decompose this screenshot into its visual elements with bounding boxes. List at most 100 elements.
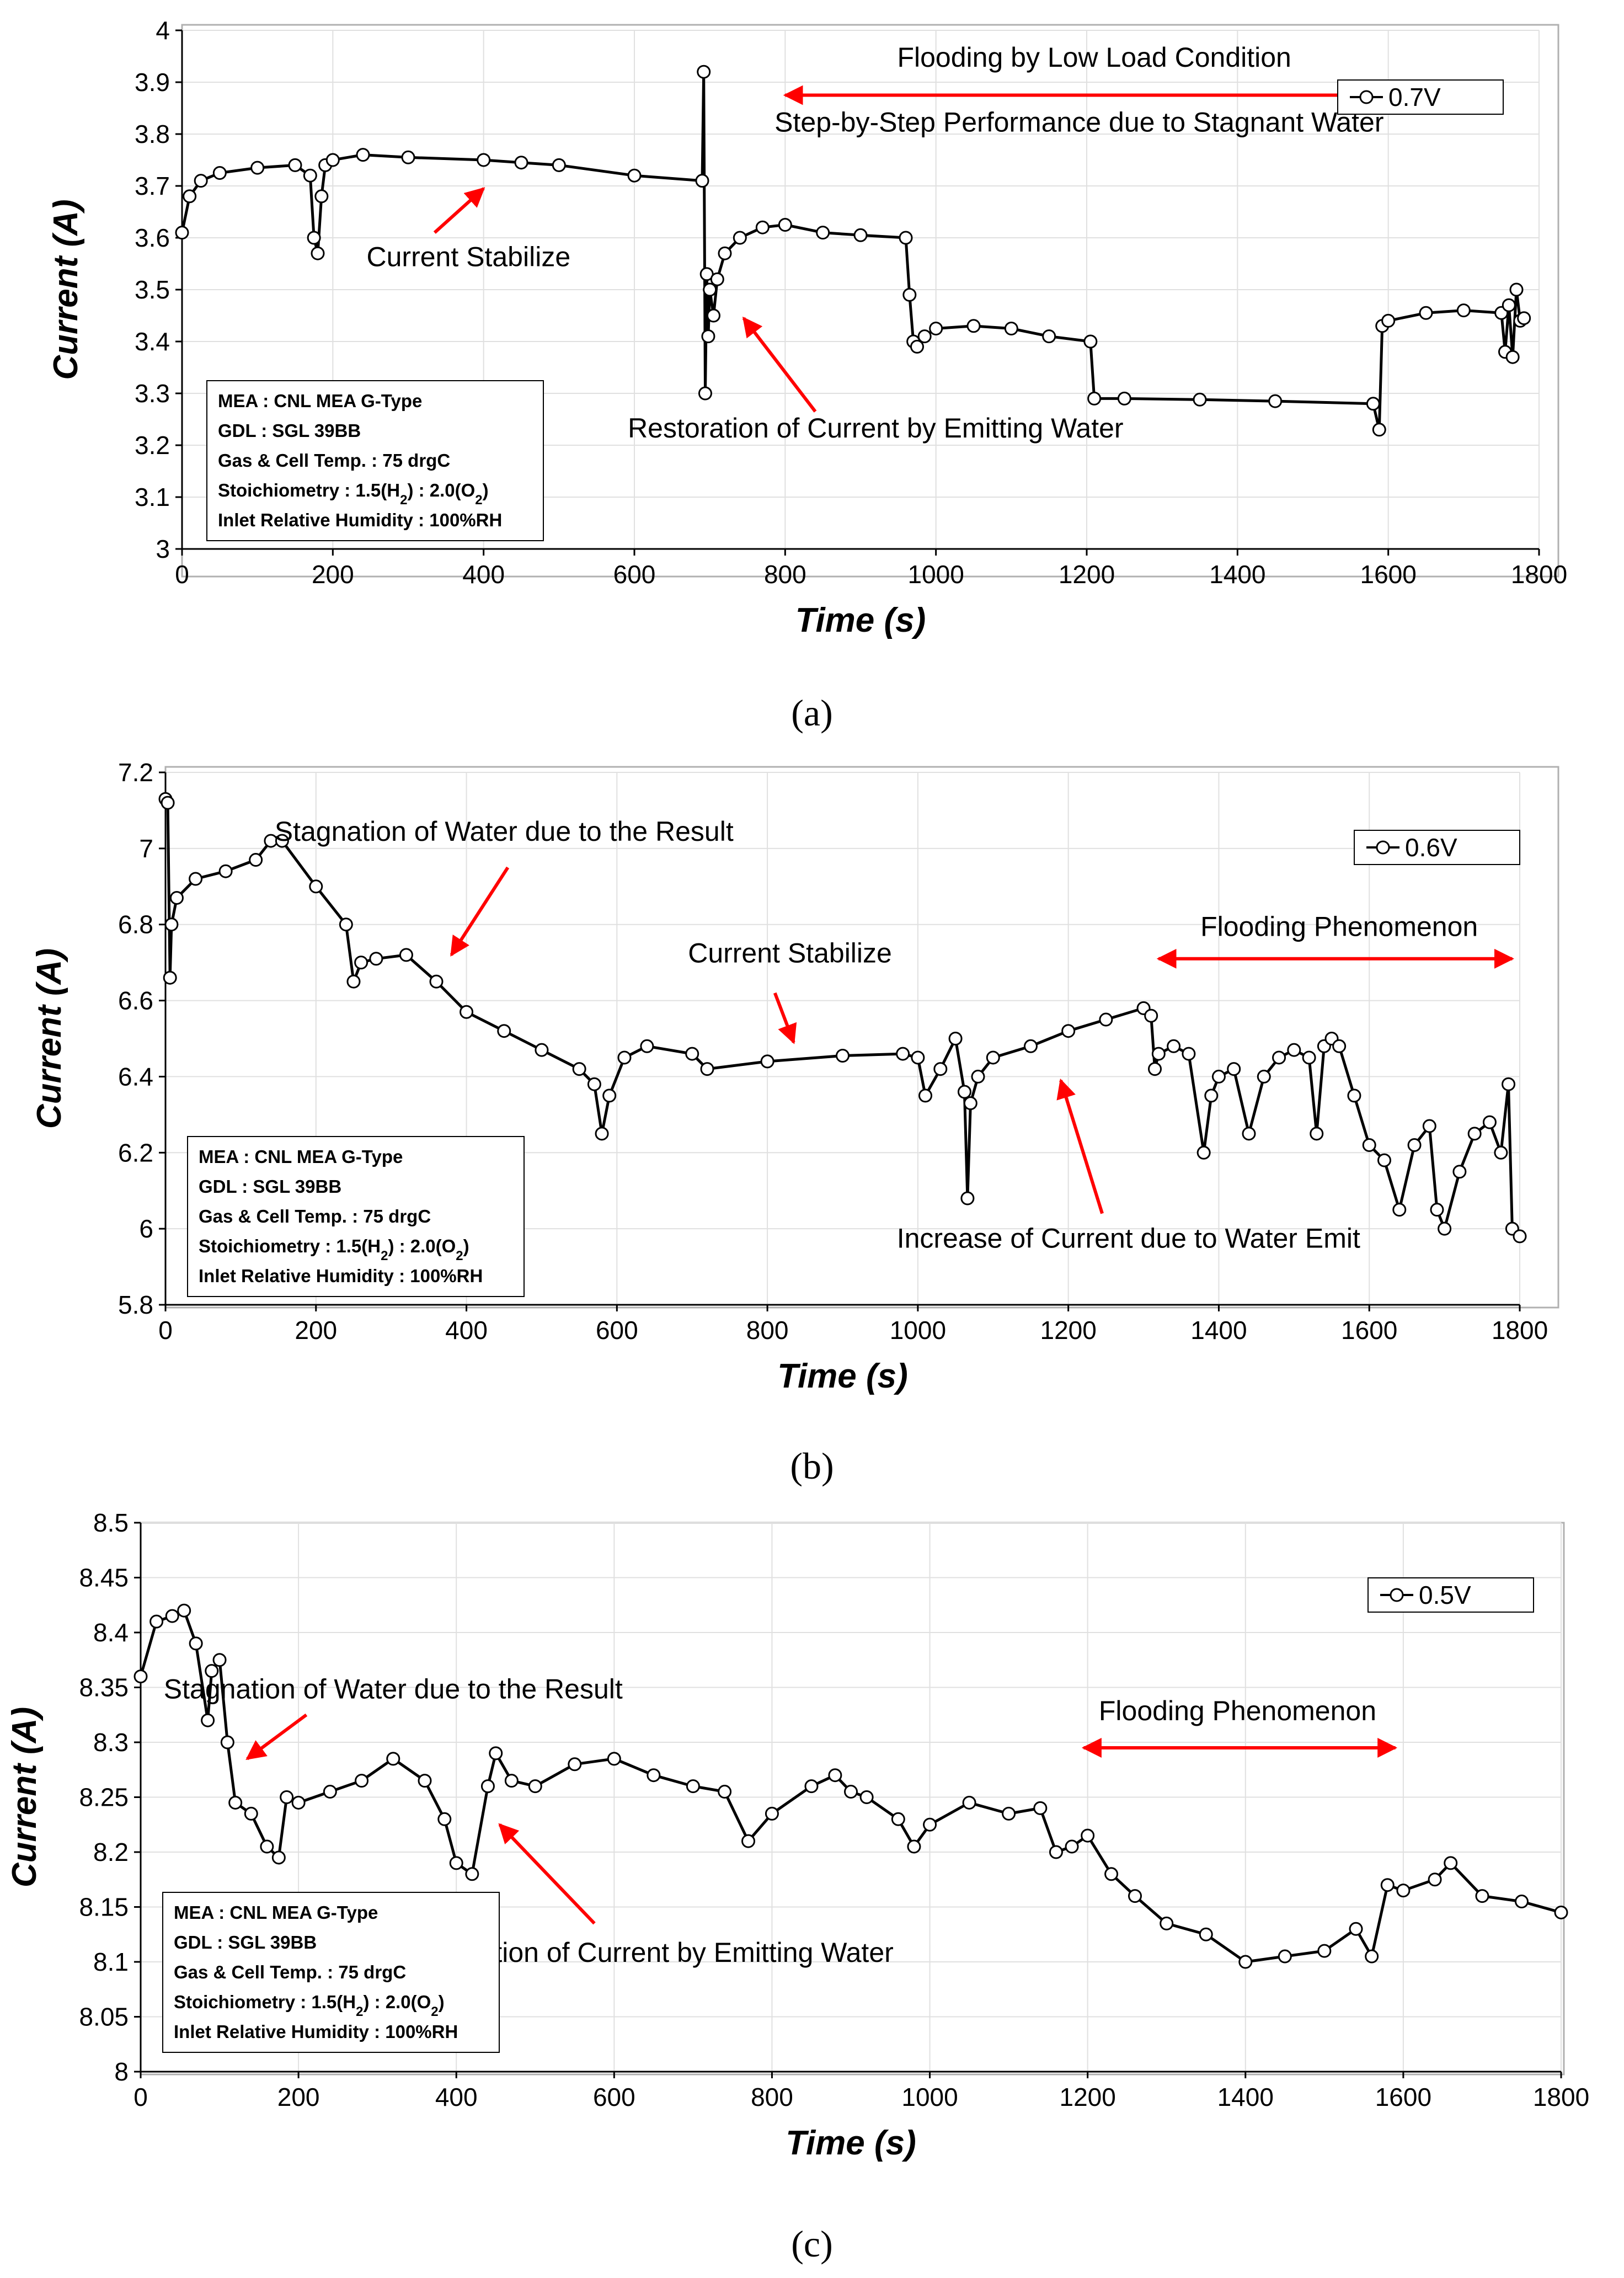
info-box-line: GDL : SGL 39BB bbox=[218, 420, 361, 441]
data-point bbox=[1182, 1047, 1196, 1061]
y-tick-label: 3.5 bbox=[135, 275, 170, 304]
data-point bbox=[948, 1032, 963, 1045]
data-point bbox=[528, 1779, 542, 1794]
data-point bbox=[703, 282, 717, 297]
y-tick-label: 3 bbox=[156, 535, 170, 563]
data-point bbox=[309, 879, 323, 894]
data-point bbox=[1381, 313, 1396, 328]
data-point bbox=[339, 917, 353, 932]
data-point bbox=[189, 1636, 203, 1651]
data-point bbox=[205, 1664, 219, 1678]
data-point bbox=[899, 231, 913, 245]
data-point bbox=[627, 168, 642, 183]
data-point bbox=[1151, 1047, 1166, 1061]
legend: 0.5V bbox=[1367, 1577, 1534, 1613]
x-tick-label: 1800 bbox=[1533, 2083, 1589, 2111]
x-tick-label: 0 bbox=[158, 1316, 173, 1345]
data-point bbox=[356, 148, 370, 162]
info-box-line: MEA : CNL MEA G-Type bbox=[199, 1146, 403, 1167]
info-box-line: Stoichiometry : 1.5(H2) : 2.0(O2) bbox=[218, 480, 489, 508]
data-point bbox=[480, 1779, 495, 1794]
data-point bbox=[1193, 392, 1207, 407]
data-point bbox=[844, 1785, 858, 1799]
data-point bbox=[907, 1839, 921, 1854]
data-point bbox=[201, 1713, 215, 1727]
x-tick-label: 1800 bbox=[1492, 1316, 1548, 1345]
x-tick-label: 1200 bbox=[1059, 560, 1115, 589]
data-point bbox=[465, 1867, 479, 1881]
data-point bbox=[449, 1856, 463, 1870]
data-point bbox=[1204, 1089, 1219, 1103]
data-point bbox=[733, 231, 747, 245]
y-tick-label: 4 bbox=[156, 16, 170, 45]
y-tick-label: 8.2 bbox=[93, 1838, 129, 1866]
data-point bbox=[1278, 1949, 1292, 1964]
data-point bbox=[291, 1795, 306, 1810]
x-tick-label: 1000 bbox=[890, 1316, 946, 1345]
data-point bbox=[933, 1062, 948, 1076]
data-point bbox=[1517, 311, 1531, 326]
y-tick-label: 8.3 bbox=[93, 1728, 129, 1757]
data-point bbox=[1377, 1153, 1391, 1167]
data-point bbox=[288, 158, 302, 172]
data-point bbox=[1049, 1845, 1063, 1859]
y-tick-label: 8.4 bbox=[93, 1618, 129, 1647]
data-point bbox=[1023, 1039, 1038, 1053]
data-point bbox=[1238, 1955, 1253, 1969]
data-point bbox=[504, 1774, 519, 1788]
y-tick-label: 8.5 bbox=[93, 1508, 129, 1537]
data-point bbox=[514, 156, 528, 170]
info-box-line: Stoichiometry : 1.5(H2) : 2.0(O2) bbox=[174, 1992, 445, 2019]
info-box: MEA : CNL MEA G-Type GDL : SGL 39BB Gas & … bbox=[187, 1136, 525, 1297]
data-point bbox=[923, 1817, 937, 1832]
data-point bbox=[1554, 1905, 1568, 1919]
data-point bbox=[685, 1047, 699, 1061]
data-point bbox=[760, 1054, 774, 1069]
y-tick-label: 3.1 bbox=[135, 483, 170, 511]
data-point bbox=[859, 1790, 874, 1804]
data-point bbox=[280, 1790, 294, 1804]
y-tick-label: 8.05 bbox=[79, 2003, 129, 2031]
x-tick-label: 1400 bbox=[1217, 2083, 1274, 2111]
data-point bbox=[1083, 334, 1098, 349]
data-point bbox=[194, 174, 208, 188]
data-point bbox=[587, 1077, 601, 1091]
data-point bbox=[429, 974, 444, 989]
chart-panel-b: 5.8 6 6.2 6.4 6.6 6.8 7 7.2 0 200 400 600 800 1000 120… bbox=[30, 758, 1559, 1487]
annotation-arrow bbox=[773, 992, 797, 1044]
info-box-frame bbox=[187, 1136, 525, 1297]
data-point bbox=[212, 166, 227, 180]
y-axis-title: Current (A) bbox=[6, 1707, 44, 1887]
data-point bbox=[891, 1812, 905, 1826]
data-point bbox=[1513, 1229, 1527, 1244]
data-point bbox=[1227, 1062, 1241, 1076]
x-tick-label: 1400 bbox=[1190, 1316, 1247, 1345]
legend: 0.6V bbox=[1354, 830, 1520, 865]
data-point bbox=[149, 1614, 164, 1629]
data-point bbox=[228, 1795, 243, 1810]
data-point bbox=[437, 1812, 452, 1826]
y-tick-label: 3.8 bbox=[135, 120, 170, 148]
x-axis-title: Time (s) bbox=[777, 1357, 908, 1395]
data-point bbox=[741, 1834, 756, 1848]
data-point bbox=[697, 65, 711, 79]
info-box-line: Stoichiometry : 1.5(H2) : 2.0(O2) bbox=[199, 1236, 469, 1263]
x-axis-title: Time (s) bbox=[795, 601, 926, 639]
data-point bbox=[1128, 1889, 1142, 1903]
data-point bbox=[707, 308, 720, 323]
data-point bbox=[1365, 1949, 1379, 1964]
data-point bbox=[1438, 1221, 1452, 1236]
data-point bbox=[1422, 1119, 1436, 1133]
data-point bbox=[929, 322, 943, 335]
x-tick-label: 400 bbox=[435, 2083, 478, 2111]
data-point bbox=[778, 218, 792, 232]
data-point bbox=[1407, 1138, 1422, 1152]
annotation-text: Step-by-Step Performance due to Stagnant… bbox=[774, 106, 1383, 137]
x-tick-label: 800 bbox=[746, 1316, 789, 1345]
data-point bbox=[911, 1050, 925, 1065]
data-point bbox=[816, 226, 830, 240]
data-point bbox=[617, 1050, 632, 1065]
annotation-text: Current Stabilize bbox=[688, 938, 892, 969]
data-point bbox=[1419, 306, 1433, 320]
data-point bbox=[902, 287, 917, 302]
